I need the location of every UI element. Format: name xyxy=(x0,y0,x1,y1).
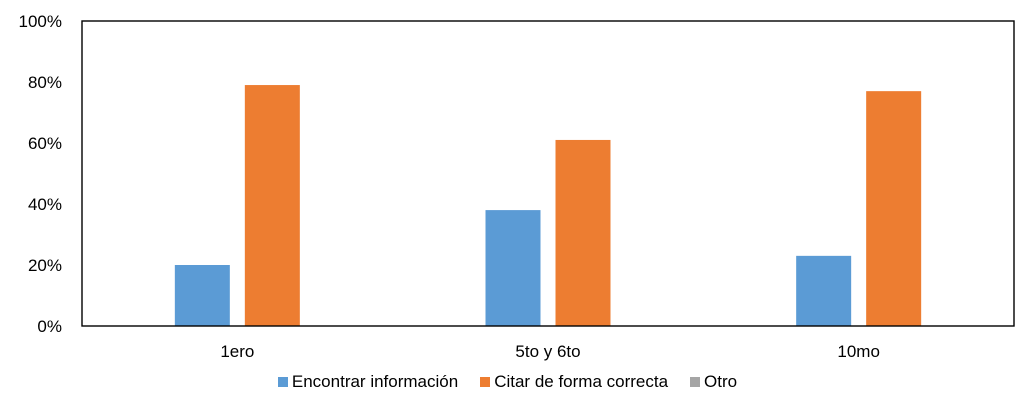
y-tick-label: 40% xyxy=(28,195,62,214)
legend-item: Otro xyxy=(690,372,737,392)
legend-label: Otro xyxy=(704,372,738,391)
bar-citar-de-forma-correcta xyxy=(555,139,611,326)
x-tick-label: 5to y 6to xyxy=(515,342,580,361)
legend-swatch xyxy=(277,377,288,387)
chart-legend: Encontrar información Citar de forma corr… xyxy=(0,372,1015,392)
x-tick-label: 1ero xyxy=(220,342,254,361)
legend-item: Encontrar información xyxy=(277,372,459,392)
legend-item: Citar de forma correcta xyxy=(480,372,668,392)
y-tick-label: 20% xyxy=(28,256,62,275)
x-tick-label: 10mo xyxy=(837,342,880,361)
plot-area-border xyxy=(81,20,1015,327)
legend-label: Encontrar información xyxy=(291,372,459,391)
y-tick-label: 100% xyxy=(19,12,62,31)
bar-encontrar-informacion xyxy=(174,265,230,326)
y-tick-label: 60% xyxy=(28,134,62,153)
legend-swatch xyxy=(480,377,491,387)
x-axis-labels: 1ero 5to y 6to 10mo xyxy=(220,342,880,361)
y-axis-ticks: 0% 20% 40% 60% 80% 100% xyxy=(19,12,62,336)
bar-encontrar-informacion xyxy=(485,210,541,326)
y-tick-label: 0% xyxy=(37,317,62,336)
bar-citar-de-forma-correcta xyxy=(244,85,300,326)
bar-encontrar-informacion xyxy=(796,255,852,326)
legend-label: Citar de forma correcta xyxy=(494,372,669,391)
y-tick-label: 80% xyxy=(28,73,62,92)
bar-citar-de-forma-correcta xyxy=(866,91,922,327)
bars xyxy=(174,85,922,327)
legend-swatch xyxy=(690,377,701,387)
